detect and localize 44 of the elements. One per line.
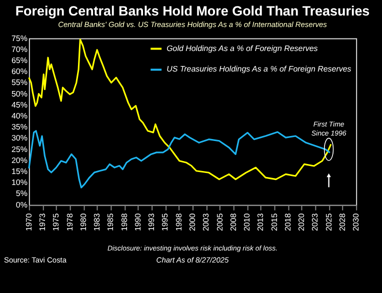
x-tick-label: 2030 [352, 212, 361, 232]
y-tick-label: 45% [11, 100, 28, 110]
x-tick-label: 1993 [147, 212, 156, 232]
y-tick-label: 55% [11, 78, 28, 88]
x-tick-label: 1973 [38, 212, 48, 232]
y-tick-label: 25% [11, 144, 28, 154]
x-tick-label: 2023 [310, 212, 320, 232]
x-tick-label: 2000 [188, 212, 197, 232]
x-tick-label: 2008 [228, 212, 238, 232]
legend-label: US Treasuries Holdings As a % of Foreign Reserves [166, 64, 352, 74]
x-tick-label: 1978 [65, 212, 74, 232]
y-tick-label: 70% [11, 44, 28, 54]
x-tick-label: 1988 [120, 212, 129, 232]
x-tick-label: 1983 [92, 212, 102, 232]
x-tick-label: 2025 [324, 212, 334, 232]
x-tick-label: 2003 [202, 212, 211, 232]
chart-title: Foreign Central Banks Hold More Gold Than Treasuries [15, 3, 370, 18]
x-tick-label: 1985 [106, 212, 116, 232]
x-tick-label: 2005 [215, 212, 224, 232]
y-tick-label: 5% [16, 189, 28, 198]
y-tick-label: 10% [11, 178, 28, 188]
y-tick-label: 75% [11, 34, 28, 43]
y-tick-label: 50% [11, 89, 28, 98]
legend-label: Gold Holdings As a % of Foreign Reserves [166, 44, 318, 53]
x-tick-label: 1995 [160, 212, 170, 232]
x-tick-label: 1990 [133, 212, 142, 232]
x-tick-label: 1980 [78, 212, 88, 232]
y-tick-label: 15% [11, 167, 28, 176]
y-tick-label: 35% [11, 122, 28, 132]
y-tick-label: 20% [11, 156, 28, 165]
x-tick-label: 2018 [283, 212, 292, 232]
x-tick-label: 2028 [338, 212, 347, 232]
x-tick-label: 1970 [24, 212, 34, 232]
y-tick-label: 60% [11, 67, 28, 76]
x-tick-label: 1998 [174, 212, 184, 232]
x-tick-label: 2010 [242, 212, 252, 232]
y-tick-label: 40% [11, 112, 28, 121]
y-tick-label: 65% [11, 56, 28, 65]
y-tick-label: 30% [11, 134, 28, 143]
y-tick-label: 0% [16, 200, 28, 210]
x-tick-label: 1975 [52, 212, 61, 232]
x-tick-label: 2015 [270, 212, 279, 232]
x-tick-label: 2013 [256, 212, 266, 232]
x-tick-label: 2020 [297, 212, 306, 232]
